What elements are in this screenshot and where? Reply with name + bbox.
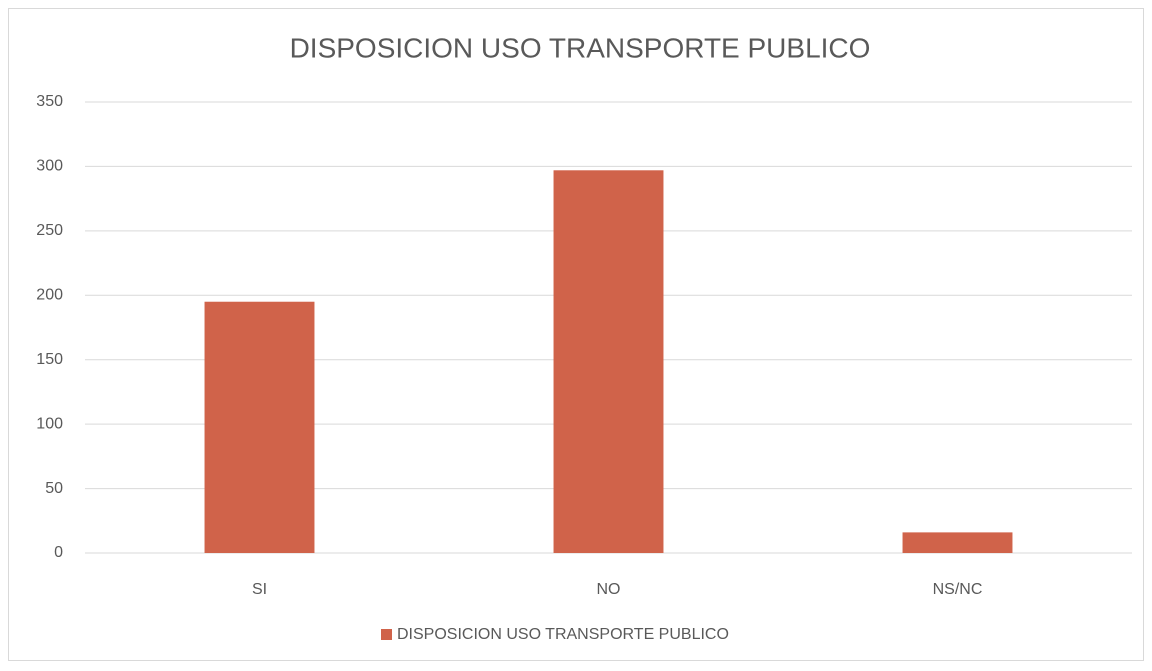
- legend-label: DISPOSICION USO TRANSPORTE PUBLICO: [397, 626, 729, 643]
- x-tick-label: NO: [597, 581, 621, 598]
- chart-title: DISPOSICION USO TRANSPORTE PUBLICO: [290, 32, 871, 63]
- y-tick-label: 0: [54, 544, 63, 561]
- y-tick-label: 250: [36, 222, 63, 239]
- bar: [204, 301, 315, 553]
- bar: [902, 532, 1013, 553]
- y-tick-label: 200: [36, 287, 63, 304]
- x-tick-label: SI: [252, 581, 267, 598]
- y-tick-label: 300: [36, 158, 63, 175]
- legend-swatch: [381, 629, 392, 640]
- y-tick-label: 150: [36, 351, 63, 368]
- x-tick-label: NS/NC: [933, 581, 983, 598]
- y-tick-label: 50: [45, 480, 63, 497]
- y-tick-label: 100: [36, 415, 63, 432]
- bar: [553, 170, 664, 553]
- y-tick-label: 350: [36, 93, 63, 110]
